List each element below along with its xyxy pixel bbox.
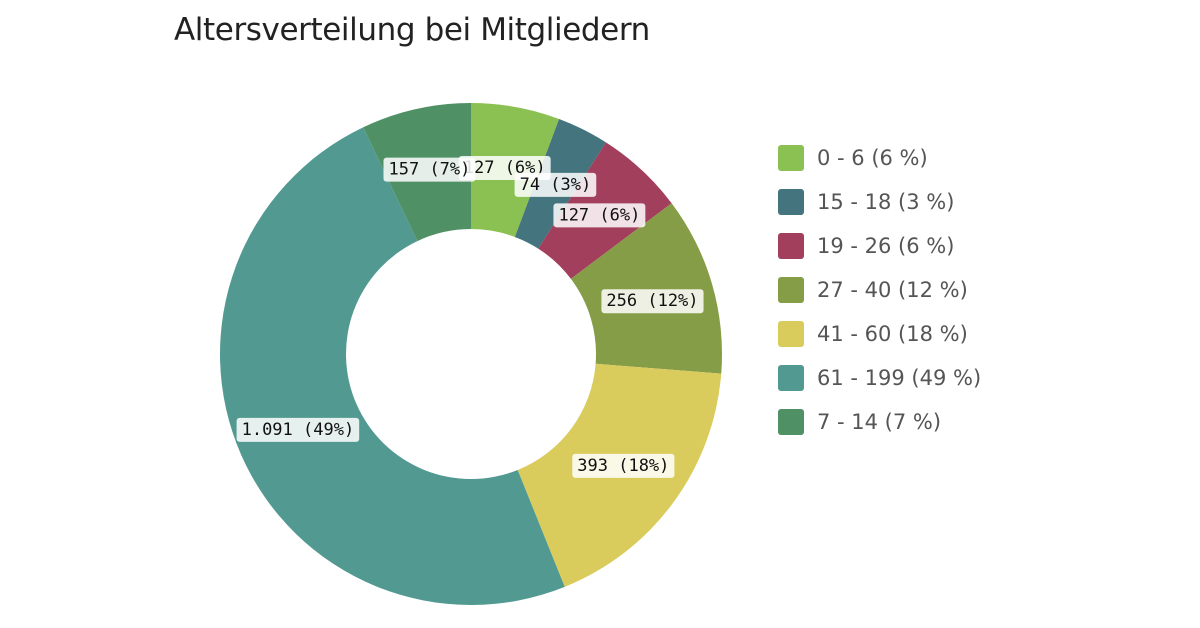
data-label-15-18: 74 (3%) — [514, 172, 597, 197]
donut-slice-61-199[interactable] — [219, 127, 565, 606]
data-label-background — [514, 172, 597, 197]
data-label-text: 157 (7%) — [389, 160, 471, 180]
legend-label: 27 - 40 (12 %) — [817, 278, 968, 302]
data-label-background — [553, 203, 646, 228]
data-label-text: 127 (6%) — [558, 205, 640, 225]
data-label-text: 256 (12%) — [606, 291, 698, 311]
data-label-7-14: 157 (7%) — [383, 157, 476, 182]
legend-swatch — [778, 365, 804, 391]
legend-label: 7 - 14 (7 %) — [817, 410, 942, 434]
legend-swatch — [778, 233, 804, 259]
legend-swatch — [778, 189, 804, 215]
donut-slice-27-40[interactable] — [570, 203, 722, 374]
legend-item-41-60[interactable]: 41 - 60 (18 %) — [778, 312, 981, 356]
donut-data-labels: 127 (6%)74 (3%)127 (6%)256 (12%)393 (18%… — [236, 156, 704, 478]
legend-label: 61 - 199 (49 %) — [817, 366, 982, 390]
legend-swatch — [778, 409, 804, 435]
data-label-text: 74 (3%) — [520, 175, 592, 195]
data-label-background — [601, 289, 704, 314]
data-label-text: 1.091 (49%) — [242, 420, 355, 440]
legend-swatch — [778, 321, 804, 347]
legend-item-0-6[interactable]: 0 - 6 (6 %) — [778, 136, 981, 180]
legend-swatch — [778, 145, 804, 171]
chart-legend: 0 - 6 (6 %) 15 - 18 (3 %) 19 - 26 (6 %) 27 … — [778, 136, 981, 444]
legend-swatch — [778, 277, 804, 303]
data-label-background — [383, 157, 476, 182]
legend-item-61-199[interactable]: 61 - 199 (49 %) — [778, 356, 981, 400]
donut-chart: 127 (6%)74 (3%)127 (6%)256 (12%)393 (18%… — [219, 103, 722, 606]
data-label-background — [572, 453, 675, 478]
legend-label: 19 - 26 (6 %) — [817, 234, 955, 258]
legend-label: 15 - 18 (3 %) — [817, 190, 955, 214]
legend-label: 41 - 60 (18 %) — [817, 322, 968, 346]
data-label-19-26: 127 (6%) — [553, 203, 646, 228]
legend-item-27-40[interactable]: 27 - 40 (12 %) — [778, 268, 981, 312]
data-label-background — [236, 417, 360, 442]
data-label-27-40: 256 (12%) — [601, 289, 704, 314]
data-label-41-60: 393 (18%) — [572, 453, 675, 478]
legend-item-15-18[interactable]: 15 - 18 (3 %) — [778, 180, 981, 224]
legend-item-19-26[interactable]: 19 - 26 (6 %) — [778, 224, 981, 268]
data-label-text: 393 (18%) — [577, 456, 669, 476]
legend-item-7-14[interactable]: 7 - 14 (7 %) — [778, 400, 981, 444]
data-label-61-199: 1.091 (49%) — [236, 417, 360, 442]
chart-title: Altersverteilung bei Mitgliedern — [174, 12, 650, 48]
legend-label: 0 - 6 (6 %) — [817, 146, 928, 170]
